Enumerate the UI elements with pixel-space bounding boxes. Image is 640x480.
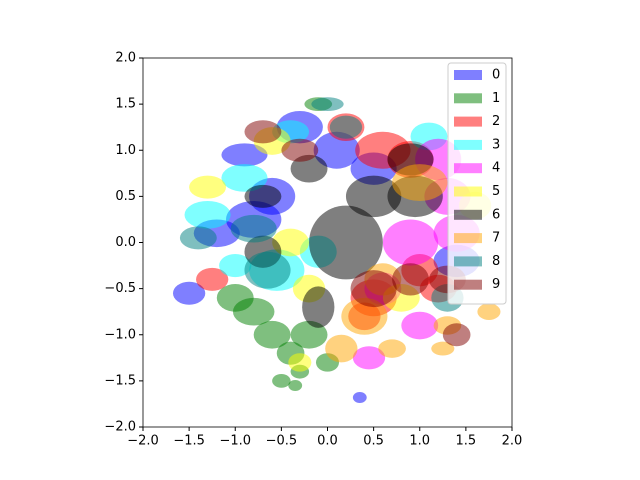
legend-swatch <box>454 209 482 220</box>
ellipse <box>329 115 363 139</box>
legend-label: 4 <box>492 161 500 176</box>
ellipse <box>219 254 252 278</box>
ellipse <box>230 214 277 243</box>
legend-label: 3 <box>492 137 500 152</box>
legend-label: 7 <box>492 231 500 246</box>
y-tick-label: −1.5 <box>104 373 136 388</box>
y-tick-label: −0.5 <box>104 281 136 296</box>
ellipse <box>313 131 360 169</box>
ellipse <box>179 226 217 250</box>
ellipse <box>288 353 312 372</box>
ellipse <box>244 184 282 208</box>
ellipse <box>189 175 227 199</box>
legend-label: 9 <box>492 277 500 292</box>
x-tick-label: 2.0 <box>502 434 523 449</box>
ellipse <box>281 138 319 162</box>
legend-label: 1 <box>492 91 500 106</box>
ellipse <box>272 373 291 388</box>
marks <box>172 97 501 404</box>
ellipse <box>392 164 448 201</box>
ellipse <box>309 205 383 280</box>
ellipse <box>244 120 282 144</box>
ellipse <box>392 263 429 296</box>
legend-swatch <box>454 186 482 197</box>
ellipse <box>288 379 303 392</box>
y-tick-label: 1.0 <box>115 143 136 158</box>
legend-swatch <box>454 256 482 267</box>
ellipse <box>302 286 335 328</box>
x-tick-label: 1.0 <box>409 434 430 449</box>
x-tick-label: 0.0 <box>317 434 338 449</box>
x-tick-label: 1.5 <box>456 434 477 449</box>
y-tick-label: −1.0 <box>104 327 136 342</box>
ellipse <box>378 339 406 358</box>
legend-swatch <box>454 279 482 290</box>
ellipse <box>172 281 206 305</box>
x-tick-label: −2.0 <box>127 434 159 449</box>
x-tick-label: −1.0 <box>219 434 251 449</box>
legend-label: 0 <box>492 68 500 83</box>
ellipse <box>431 341 455 356</box>
legend-label: 8 <box>492 254 500 269</box>
y-tick-label: −2.0 <box>104 420 136 435</box>
ellipse <box>352 391 367 404</box>
legend-swatch <box>454 233 482 244</box>
ellipse <box>221 143 268 167</box>
ellipse <box>345 175 402 218</box>
ellipse <box>244 251 291 289</box>
x-tick-label: −1.5 <box>173 434 205 449</box>
ellipse <box>272 228 310 257</box>
ellipse <box>442 323 471 347</box>
ellipse <box>290 154 328 183</box>
ellipse <box>221 164 268 192</box>
ellipse <box>477 303 501 320</box>
x-tick-label: −0.5 <box>266 434 298 449</box>
x-tick-label: 0.5 <box>363 434 384 449</box>
legend-label: 2 <box>492 114 500 129</box>
ellipse <box>196 267 229 291</box>
y-tick-label: 0.0 <box>115 235 136 250</box>
legend-swatch <box>454 163 482 174</box>
legend-label: 5 <box>492 184 500 199</box>
ellipse <box>341 297 388 335</box>
legend-swatch <box>454 70 482 80</box>
ellipse <box>184 200 231 229</box>
y-tick-label: 0.5 <box>115 189 136 204</box>
y-tick-label: 1.5 <box>115 97 136 112</box>
legend-swatch <box>454 139 482 150</box>
legend-swatch <box>454 93 482 104</box>
y-tick-label: 2.0 <box>115 51 136 66</box>
ellipse <box>232 297 275 326</box>
legend-swatch <box>454 116 482 127</box>
ellipse <box>352 346 386 370</box>
ellipse <box>382 219 439 266</box>
legend-label: 6 <box>492 207 500 222</box>
ellipse <box>350 270 397 308</box>
ellipse <box>253 320 291 349</box>
ellipse <box>311 97 344 112</box>
ellipse <box>401 311 439 340</box>
ellipse <box>325 334 358 363</box>
